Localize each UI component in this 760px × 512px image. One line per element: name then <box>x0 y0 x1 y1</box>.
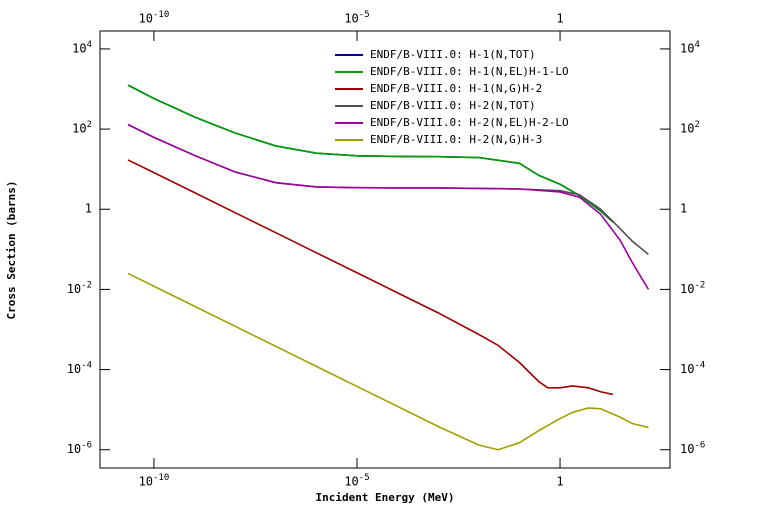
series-line <box>127 272 649 451</box>
legend-label: ENDF/B-VIII.0: H-2(N,EL)H-2-LO <box>370 116 569 129</box>
legend-label: ENDF/B-VIII.0: H-1(N,TOT) <box>370 48 536 61</box>
series-line <box>127 84 614 223</box>
x-tick-label-top: 1 <box>556 12 563 26</box>
y-tick-label-right: 1 <box>680 202 687 216</box>
series-line <box>127 159 614 396</box>
series-line <box>127 123 650 290</box>
legend-label: ENDF/B-VIII.0: H-1(N,G)H-2 <box>370 82 542 95</box>
legend-label: ENDF/B-VIII.0: H-1(N,EL)H-1-LO <box>370 65 569 78</box>
x-axis-label: Incident Energy (MeV) <box>315 491 454 504</box>
legend-label: ENDF/B-VIII.0: H-2(N,G)H-3 <box>370 133 542 146</box>
y-tick-label: 1 <box>85 202 92 216</box>
x-tick-label: 1 <box>556 475 563 489</box>
y-axis-label: Cross Section (barns) <box>5 180 18 319</box>
plot-frame <box>99 30 671 469</box>
legend-label: ENDF/B-VIII.0: H-2(N,TOT) <box>370 99 536 112</box>
